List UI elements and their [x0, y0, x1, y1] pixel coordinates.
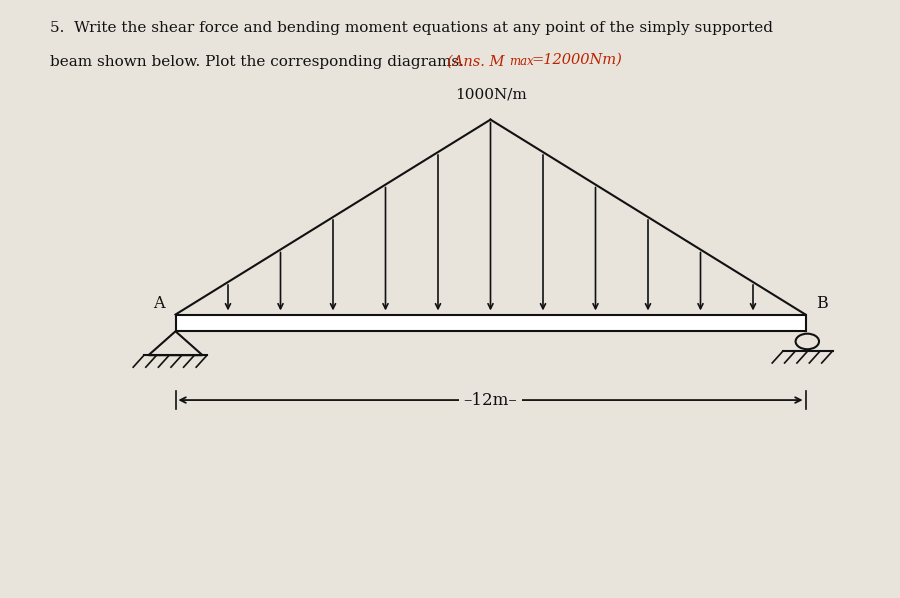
- Text: beam shown below. Plot the corresponding diagrams.: beam shown below. Plot the corresponding…: [50, 55, 464, 69]
- Text: –12m–: –12m–: [464, 392, 518, 408]
- Text: 5.  Write the shear force and bending moment equations at any point of the simpl: 5. Write the shear force and bending mom…: [50, 21, 772, 35]
- Text: =12000Nm): =12000Nm): [531, 53, 622, 66]
- Text: B: B: [816, 295, 828, 312]
- Text: (Ans. M: (Ans. M: [447, 55, 505, 69]
- Text: A: A: [153, 295, 165, 312]
- Text: max: max: [509, 55, 535, 68]
- Text: 1000N/m: 1000N/m: [454, 88, 526, 102]
- FancyBboxPatch shape: [176, 315, 806, 331]
